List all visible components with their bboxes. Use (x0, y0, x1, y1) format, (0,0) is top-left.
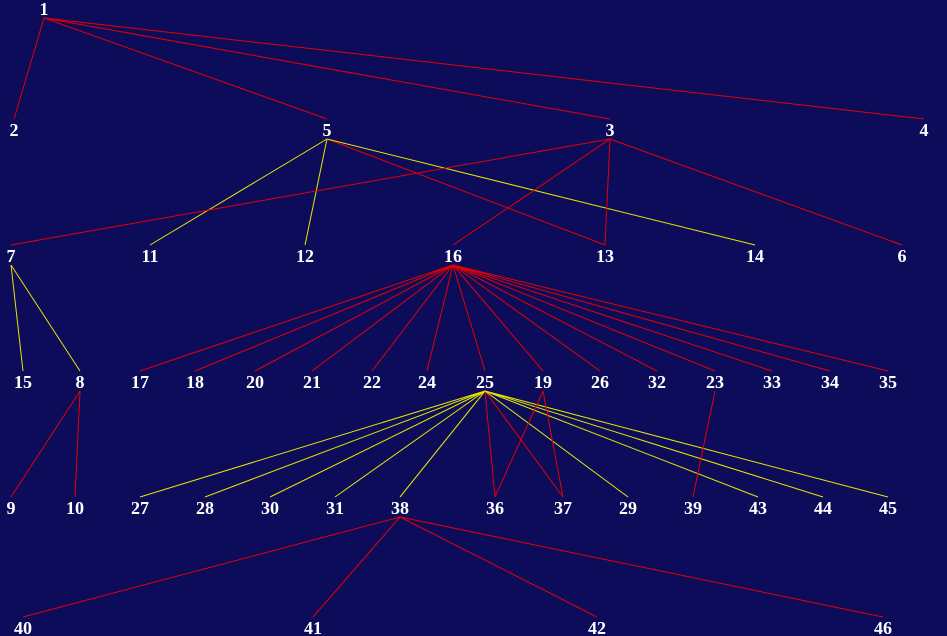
edge-1-4 (44, 18, 924, 119)
edge-16-20 (255, 265, 453, 371)
node-25: 25 (476, 372, 494, 392)
node-33: 33 (763, 372, 781, 392)
edge-25-27 (140, 391, 485, 497)
node-14: 14 (746, 246, 764, 266)
edge-16-19 (453, 265, 543, 371)
node-42: 42 (588, 618, 606, 636)
node-19: 19 (534, 372, 552, 392)
node-17: 17 (131, 372, 149, 392)
edge-16-23 (453, 265, 715, 371)
node-13: 13 (596, 246, 614, 266)
node-35: 35 (879, 372, 897, 392)
node-41: 41 (304, 618, 322, 636)
node-26: 26 (591, 372, 609, 392)
node-46: 46 (874, 618, 892, 636)
edge-16-21 (312, 265, 453, 371)
node-23: 23 (706, 372, 724, 392)
node-34: 34 (821, 372, 839, 392)
node-37: 37 (554, 498, 572, 518)
edge-25-37 (485, 391, 563, 497)
edge-1-2 (14, 18, 44, 119)
node-7: 7 (7, 246, 16, 266)
node-38: 38 (391, 498, 409, 518)
node-27: 27 (131, 498, 149, 518)
node-2: 2 (10, 120, 19, 140)
edge-16-18 (195, 265, 453, 371)
edge-25-45 (485, 391, 888, 497)
node-43: 43 (749, 498, 767, 518)
edge-16-33 (453, 265, 772, 371)
edge-16-35 (453, 265, 888, 371)
edge-3-16 (453, 139, 610, 245)
node-6: 6 (898, 246, 907, 266)
edge-38-40 (23, 517, 400, 617)
node-1: 1 (40, 0, 49, 19)
edge-16-17 (140, 265, 453, 371)
node-39: 39 (684, 498, 702, 518)
node-21: 21 (303, 372, 321, 392)
edge-16-24 (427, 265, 453, 371)
edge-5-13 (327, 139, 605, 245)
edge-3-7 (11, 139, 610, 245)
edge-8-10 (75, 391, 80, 497)
edge-25-43 (485, 391, 758, 497)
node-16: 16 (444, 246, 462, 266)
node-5: 5 (323, 120, 332, 140)
edge-19-36 (495, 391, 543, 497)
edge-38-42 (400, 517, 597, 617)
node-31: 31 (326, 498, 344, 518)
edge-16-26 (453, 265, 600, 371)
edge-25-29 (485, 391, 628, 497)
edge-23-39 (693, 391, 715, 497)
edge-16-22 (372, 265, 453, 371)
node-40: 40 (14, 618, 32, 636)
edge-5-14 (327, 139, 755, 245)
node-22: 22 (363, 372, 381, 392)
edge-16-34 (453, 265, 830, 371)
node-20: 20 (246, 372, 264, 392)
tree-diagram: 1253471112161314615817182021222425192632… (0, 0, 947, 636)
edge-16-32 (453, 265, 657, 371)
node-11: 11 (141, 246, 158, 266)
edge-25-30 (270, 391, 485, 497)
edge-3-6 (610, 139, 902, 245)
node-4: 4 (920, 120, 929, 140)
node-8: 8 (76, 372, 85, 392)
node-15: 15 (14, 372, 32, 392)
node-28: 28 (196, 498, 214, 518)
node-32: 32 (648, 372, 666, 392)
edge-19-37 (543, 391, 563, 497)
node-9: 9 (7, 498, 16, 518)
edge-16-25 (453, 265, 485, 371)
node-29: 29 (619, 498, 637, 518)
edge-25-31 (335, 391, 485, 497)
node-45: 45 (879, 498, 897, 518)
edges-layer (11, 18, 924, 617)
node-24: 24 (418, 372, 436, 392)
node-44: 44 (814, 498, 832, 518)
edge-3-13 (605, 139, 610, 245)
edge-25-36 (485, 391, 495, 497)
edge-8-9 (11, 391, 80, 497)
node-30: 30 (261, 498, 279, 518)
node-3: 3 (606, 120, 615, 140)
edge-38-41 (313, 517, 400, 617)
edge-5-11 (150, 139, 327, 245)
node-10: 10 (66, 498, 84, 518)
edge-1-3 (44, 18, 610, 119)
edge-1-5 (44, 18, 327, 119)
node-36: 36 (486, 498, 504, 518)
node-18: 18 (186, 372, 204, 392)
edge-38-46 (400, 517, 883, 617)
nodes-layer: 1253471112161314615817182021222425192632… (7, 0, 929, 636)
node-12: 12 (296, 246, 314, 266)
